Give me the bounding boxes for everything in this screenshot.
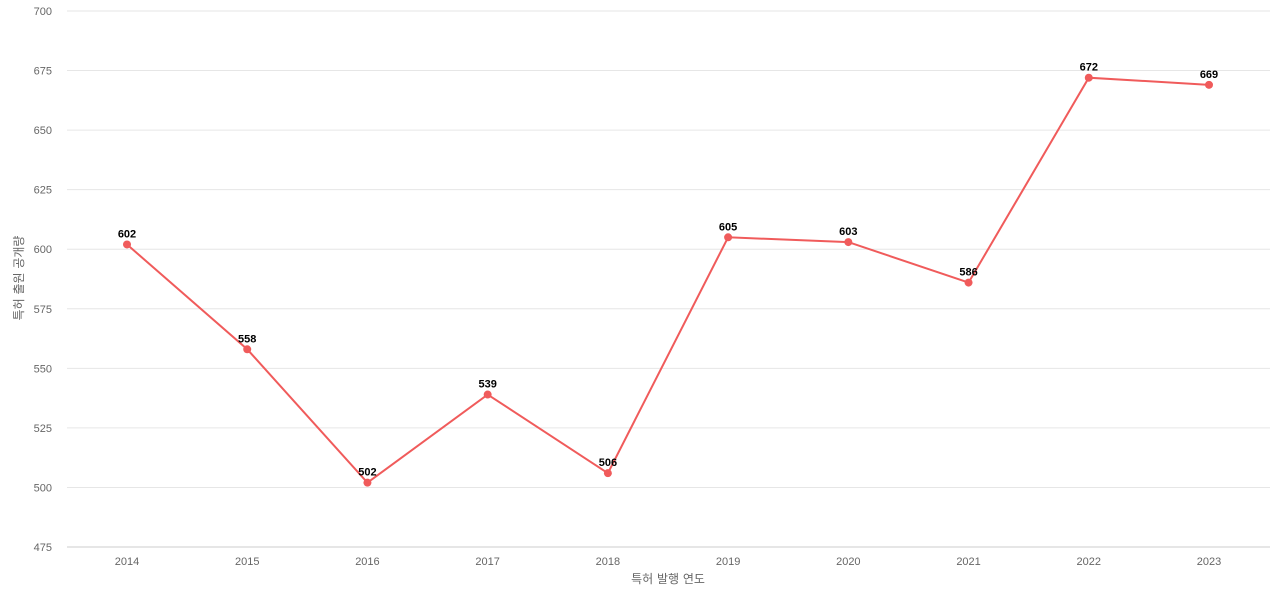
y-tick-label: 675 [34,66,52,78]
data-label: 558 [238,333,256,345]
data-label: 669 [1200,69,1218,81]
data-point [483,390,492,399]
y-tick-label: 500 [34,482,52,494]
y-tick-label: 550 [34,363,52,375]
data-label: 605 [719,221,737,233]
x-tick-label: 2018 [596,556,620,568]
series-line [126,76,1210,485]
series-layer [126,76,1210,485]
data-label: 672 [1080,62,1098,74]
y-axis-title: 특허 출원 공개량 [12,236,26,321]
x-tick-label: 2021 [956,556,980,568]
x-axis-title: 특허 발행 연도 [631,571,705,586]
y-tick-label: 650 [34,125,52,137]
y-axis-ticks: 475 500 525 550 575 600 625 650 675 700 [34,6,52,554]
data-point [964,278,973,287]
x-tick-label: 2022 [1077,556,1101,568]
data-points [123,73,1213,487]
data-point [243,345,252,354]
x-axis-ticks: 2014 2015 2016 2017 2018 2019 2020 2021 2022 2023 [115,556,1221,568]
data-label: 539 [478,379,496,391]
data-point [724,233,733,242]
data-label: 586 [959,267,977,279]
x-tick-label: 2014 [115,556,139,568]
data-point [1205,80,1213,89]
data-point [1084,73,1093,82]
y-tick-label: 700 [34,6,52,18]
x-tick-label: 2023 [1197,556,1221,568]
data-point [603,469,612,478]
y-tick-label: 600 [34,244,52,256]
data-point [123,240,131,249]
data-labels: 602 558 502 539 506 605 603 586 672 669 [118,62,1218,479]
data-point [363,478,372,487]
gridlines [67,10,1270,548]
y-tick-label: 625 [34,185,52,197]
y-tick-label: 575 [34,304,52,316]
data-label: 602 [118,228,136,240]
data-label: 502 [358,467,376,479]
x-tick-label: 2017 [475,556,499,568]
x-tick-label: 2015 [235,556,259,568]
y-tick-label: 475 [34,542,52,554]
data-point [844,238,853,247]
x-tick-label: 2016 [355,556,379,568]
x-tick-label: 2019 [716,556,740,568]
data-label: 506 [599,457,617,469]
y-tick-label: 525 [34,423,52,435]
data-label: 603 [839,226,857,238]
x-tick-label: 2020 [836,556,860,568]
